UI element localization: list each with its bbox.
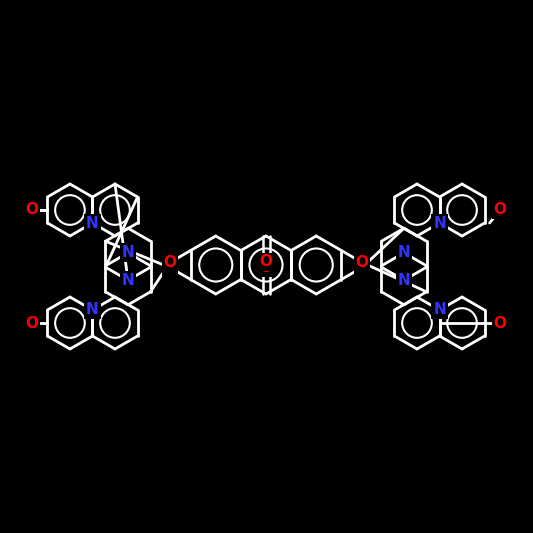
Text: N: N [86,215,99,230]
Text: N: N [433,303,446,318]
Text: N: N [398,273,410,288]
Text: N: N [398,245,410,260]
Text: O: O [164,260,176,275]
Text: O: O [164,255,176,270]
Text: O: O [356,260,369,275]
Text: O: O [494,203,506,217]
Text: O: O [260,254,272,270]
Text: O: O [494,316,506,330]
Text: N: N [122,245,134,260]
Text: N: N [433,215,446,230]
Text: O: O [356,255,369,270]
Text: O: O [260,261,272,276]
Text: O: O [26,203,38,217]
Text: N: N [122,273,134,288]
Text: O: O [26,316,38,330]
Text: N: N [86,303,99,318]
